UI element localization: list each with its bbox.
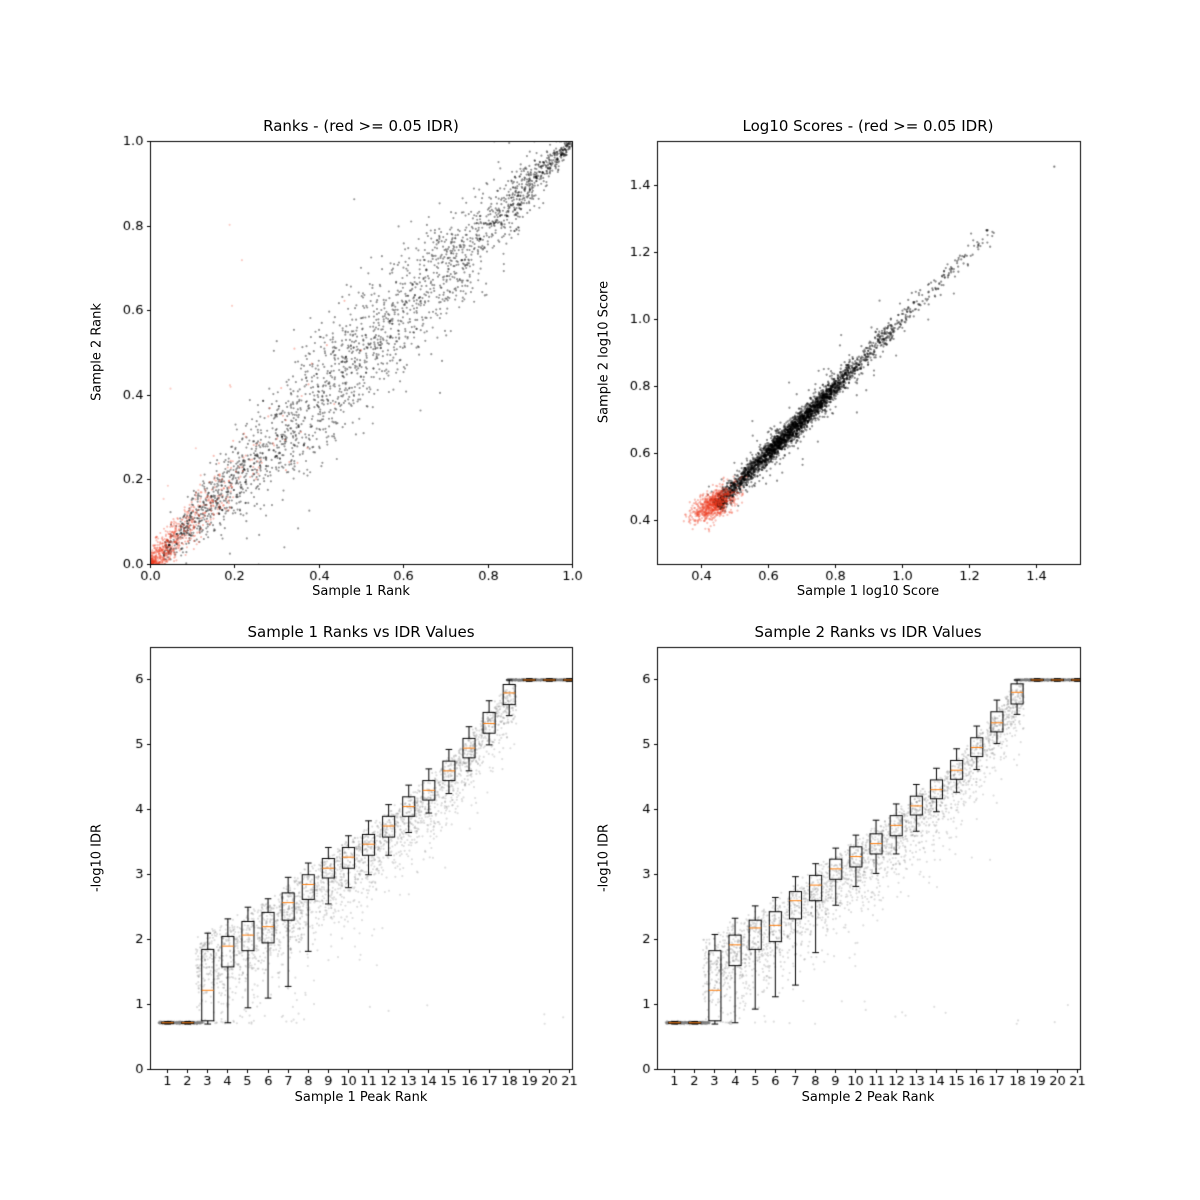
sample1-idr-plot-title: Sample 1 Ranks vs IDR Values [247, 623, 475, 641]
sample1-idr-plot-ylabel: -log10 IDR [89, 823, 105, 893]
sample2-idr-plot-xlabel: Sample 2 Peak Rank [801, 1090, 935, 1105]
ranks-plot-xlabel: Sample 1 Rank [312, 584, 410, 599]
scores-plot-title: Log10 Scores - (red >= 0.05 IDR) [742, 117, 994, 135]
ranks-plot-ylabel: Sample 2 Rank [89, 303, 105, 401]
scores-plot-xlabel: Sample 1 log10 Score [796, 584, 940, 599]
ranks-plot-title: Ranks - (red >= 0.05 IDR) [263, 117, 459, 135]
sample2-idr-plot-ylabel: -log10 IDR [596, 823, 612, 893]
sample1-idr-plot-xlabel: Sample 1 Peak Rank [294, 1090, 428, 1105]
sample2-idr-plot-title: Sample 2 Ranks vs IDR Values [754, 623, 982, 641]
scores-plot-ylabel: Sample 2 log10 Score [596, 280, 612, 424]
